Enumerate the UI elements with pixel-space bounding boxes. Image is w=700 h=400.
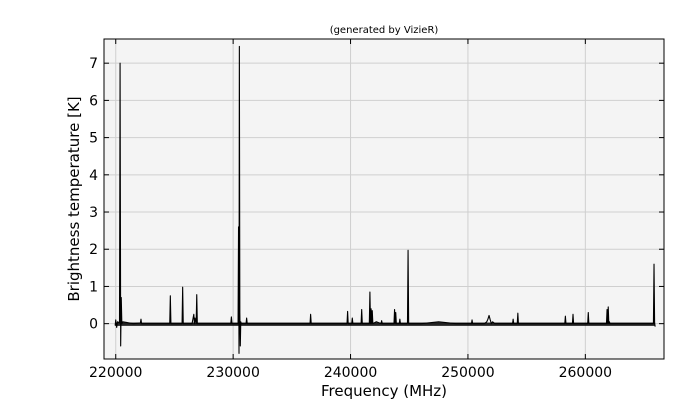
baseline-noise-band [115,322,656,326]
y-tick-label: 5 [89,131,98,147]
y-tick-label: 7 [89,56,98,72]
x-tick-label: 220000 [89,365,142,381]
noise-baseline [115,322,656,326]
y-tick-label: 1 [89,279,98,295]
plot-area-background [104,39,664,359]
chart-title: (generated by VizieR) [330,25,439,36]
plot-frame [103,38,665,360]
y-tick-label: 0 [89,317,98,333]
y-tick-label: 6 [89,93,98,109]
data-series [114,45,656,354]
x-axis-label: Frequency (MHz) [321,382,447,400]
y-tick-label: 4 [89,168,98,184]
x-tick-label: 240000 [324,365,377,381]
x-tick-label: 250000 [441,365,494,381]
y-tick-label: 2 [89,242,98,258]
y-axis-label: Brightness temperature [K] [65,96,83,301]
x-tick-label: 260000 [559,365,612,381]
x-tick-label: 230000 [206,365,259,381]
y-tick-label: 3 [89,205,98,221]
axis-ticks: 220000 230000 240000 250000 260000 0 1 2 3 4 5 6 7 [89,39,664,381]
series-line-0 [114,45,656,354]
